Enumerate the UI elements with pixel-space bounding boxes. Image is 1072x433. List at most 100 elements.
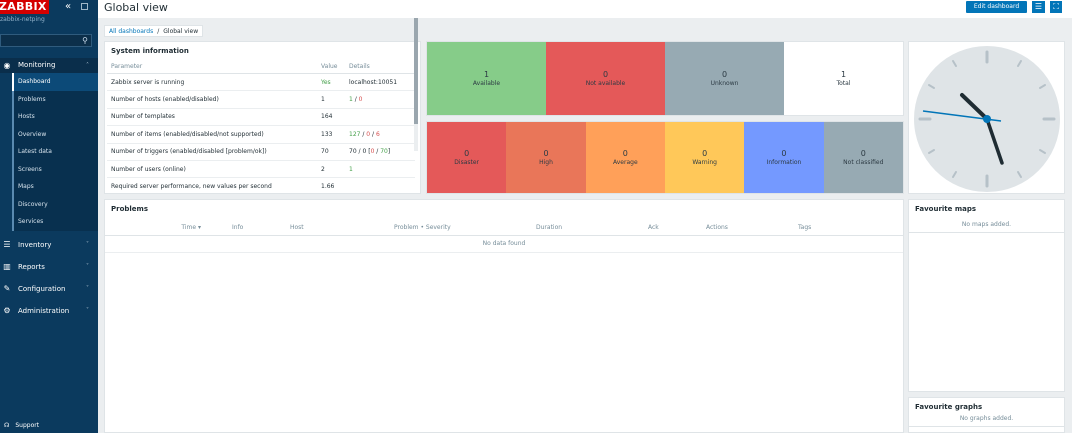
value-cell: 2 (317, 160, 345, 179)
count: 0 (702, 149, 708, 158)
submenu-screens[interactable]: Screens (14, 160, 98, 178)
scrollbar-thumb[interactable] (414, 18, 418, 124)
search-icon[interactable]: ⚲ (82, 36, 88, 45)
param-cell: Required server performance, new values … (107, 177, 317, 193)
host-not-available-cell[interactable]: 0 Not available (546, 42, 665, 115)
wrench-icon: ✎ (3, 283, 11, 293)
zabbix-logo[interactable]: ZABBIX (0, 0, 49, 14)
label: Not classified (843, 159, 884, 166)
chevron-down-icon: ˅ (86, 284, 89, 292)
details-cell: 1 / 0 (345, 90, 415, 109)
problems-table: Time ▾ Info Host Problem • Severity Dura… (105, 221, 903, 253)
submenu-services[interactable]: Services (14, 213, 98, 231)
severity-high-cell[interactable]: 0 High (506, 122, 586, 193)
clock-center (983, 115, 991, 123)
column-header-ack: Ack (644, 221, 702, 236)
detail-disabled: 0 (358, 96, 363, 104)
menu-administration[interactable]: ⚙ Administration ˅ (0, 300, 98, 322)
table-row: Number of items (enabled/disabled/not su… (107, 125, 415, 144)
severity-average-cell[interactable]: 0 Average (585, 122, 665, 193)
menu-reports[interactable]: ▥ Reports ˅ (0, 256, 98, 278)
chevron-down-icon: ˅ (86, 306, 89, 314)
chevron-up-icon: ˄ (86, 62, 89, 69)
value-cell: 1.66 (317, 177, 345, 193)
detail-enabled: 127 (349, 130, 361, 138)
sidebar-search-input[interactable]: ⚲ (0, 34, 92, 47)
menu-monitoring[interactable]: ◉ Monitoring ˄ (0, 58, 98, 73)
table-row: Zabbix server is running Yes localhost:1… (107, 73, 415, 92)
column-header: Details (345, 60, 415, 74)
host-available-cell[interactable]: 1 Available (427, 42, 546, 115)
table-row: No data found (105, 235, 903, 253)
label: Warning (692, 159, 717, 166)
favourite-maps-widget: Favourite maps No maps added. (908, 199, 1065, 392)
clock-hour-hand (960, 93, 989, 121)
kiosk-mode-icon[interactable] (81, 3, 88, 10)
favourite-graphs-widget: Favourite graphs No graphs added. (908, 397, 1065, 433)
column-header: Parameter (107, 60, 317, 74)
menu-inventory-label: Inventory (18, 240, 52, 249)
column-header-host: Host (259, 221, 326, 236)
table-row: Required server performance, new values … (107, 177, 415, 193)
column-header-time[interactable]: Time ▾ (105, 221, 205, 236)
param-cell: Number of hosts (enabled/disabled) (107, 90, 317, 109)
submenu-hosts[interactable]: Hosts (14, 108, 98, 126)
count: 0 (622, 149, 628, 158)
detail-not-supported: 6 (375, 130, 380, 138)
details-cell (345, 108, 415, 127)
fullscreen-icon[interactable]: ⛶ (1050, 1, 1062, 13)
count: 0 (543, 149, 549, 158)
submenu-latest-data[interactable]: Latest data (14, 143, 98, 161)
server-name: zabbix-netping (0, 16, 45, 23)
submenu-discovery[interactable]: Discovery (14, 195, 98, 213)
edit-dashboard-button[interactable]: Edit dashboard (966, 1, 1027, 13)
param-cell: Number of triggers (enabled/disabled [pr… (107, 143, 317, 161)
widget-title: Favourite maps (915, 205, 977, 213)
count: 0 (602, 70, 609, 79)
no-data-message: No data found (105, 235, 903, 253)
column-header-duration: Duration (536, 221, 644, 236)
support-link[interactable]: ☊ Support (0, 422, 98, 429)
column-header-actions: Actions (702, 221, 794, 236)
no-graphs-message: No graphs added. (909, 415, 1064, 427)
label: Total (836, 80, 851, 87)
menu-administration-label: Administration (18, 306, 70, 315)
severity-information-cell[interactable]: 0 Information (744, 122, 824, 193)
submenu-dashboard[interactable]: Dashboard (12, 73, 98, 91)
table-row: Number of hosts (enabled/disabled) 1 1 /… (107, 90, 415, 109)
menu-configuration[interactable]: ✎ Configuration ˅ (0, 278, 98, 300)
severity-not-classified-cell[interactable]: 0 Not classified (823, 122, 903, 193)
label: High (539, 159, 553, 166)
problems-widget: Problems Time ▾ Info Host Problem • Seve… (104, 199, 904, 433)
menu-monitoring-label: Monitoring (18, 61, 56, 69)
breadcrumb-current[interactable]: Global view (163, 28, 199, 35)
system-info-table: Parameter Value Details Zabbix server is… (107, 60, 415, 193)
severity-disaster-cell[interactable]: 0 Disaster (427, 122, 507, 193)
host-total-cell[interactable]: 1 Total (784, 42, 903, 115)
gear-icon: ⚙ (3, 305, 11, 315)
clock-face (914, 46, 1060, 192)
submenu-overview[interactable]: Overview (14, 125, 98, 143)
count: 1 (483, 70, 490, 79)
collapse-sidebar-icon[interactable]: « (65, 1, 72, 12)
chevron-down-icon: ˅ (86, 262, 89, 270)
count: 0 (781, 149, 787, 158)
severity-warning-cell[interactable]: 0 Warning (664, 122, 745, 193)
list-icon: ☰ (3, 239, 11, 249)
label: Not available (585, 80, 626, 87)
support-label: Support (15, 422, 40, 429)
detail-disabled: 0 (362, 148, 367, 156)
submenu-maps[interactable]: Maps (14, 178, 98, 196)
column-header-tags: Tags (794, 221, 903, 236)
dashboard-menu-icon[interactable]: ☰ (1032, 1, 1045, 13)
problems-by-severity-widget: 0 Disaster 0 High 0 Average 0 Warning 0 Infor… (426, 121, 904, 194)
system-information-widget: System information Parameter Value Detai… (104, 41, 421, 194)
host-unknown-cell[interactable]: 0 Unknown (665, 42, 784, 115)
count: 0 (860, 149, 866, 158)
submenu-problems[interactable]: Problems (14, 90, 98, 108)
main-menu: ◉ Monitoring ˄ Dashboard Problems Hosts … (0, 58, 98, 322)
menu-inventory[interactable]: ☰ Inventory ˅ (0, 234, 98, 256)
breadcrumb-all-dashboards[interactable]: All dashboards (109, 28, 154, 35)
sidebar: ZABBIX « zabbix-netping ⚲ ◉ Monitoring ˄… (0, 0, 98, 433)
scrollbar[interactable] (414, 18, 418, 151)
